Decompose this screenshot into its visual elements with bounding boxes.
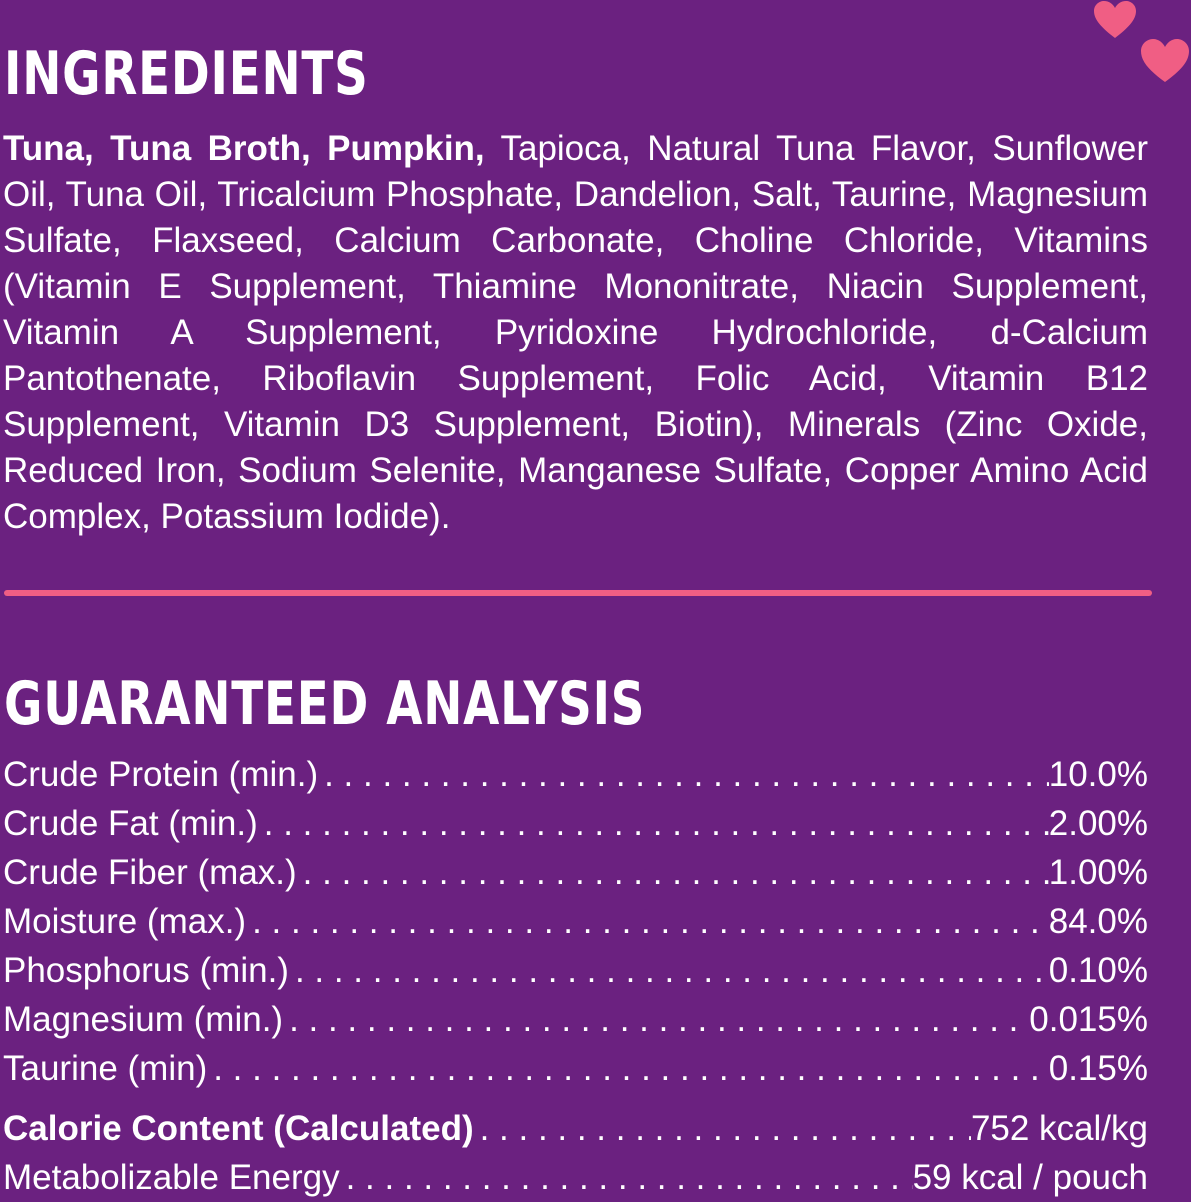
heart-icon [1141, 39, 1189, 82]
analysis-value: 0.015% [1029, 1000, 1148, 1039]
analysis-row: Phosphorus (min.) 0.10% [3, 946, 1148, 995]
calorie-content-value: 752 kcal/kg [970, 1109, 1148, 1148]
dot-leader [258, 799, 1049, 848]
dot-leader [318, 750, 1049, 799]
analysis-row: Moisture (max.) 84.0% [3, 897, 1148, 946]
ingredients-body: Tapioca, Natural Tuna Flavor, Sunflower … [3, 129, 1148, 536]
ingredients-list: Tuna, Tuna Broth, Pumpkin, Tapioca, Natu… [3, 126, 1148, 540]
dot-leader [289, 946, 1049, 995]
analysis-value: 10.0% [1048, 755, 1148, 794]
analysis-value: 2.00% [1048, 804, 1148, 843]
calorie-content-label: Calorie Content (Calculated) [3, 1109, 474, 1148]
metabolizable-energy-value: 59 kcal / pouch [912, 1158, 1148, 1197]
section-divider [4, 590, 1152, 596]
analysis-label: Taurine (min) [3, 1049, 208, 1088]
dot-leader [340, 1153, 913, 1202]
analysis-row: Taurine (min) 0.15% [3, 1044, 1148, 1093]
dot-leader [474, 1104, 971, 1153]
analysis-row: Crude Fat (min.) 2.00% [3, 799, 1148, 848]
analysis-value: 1.00% [1048, 853, 1148, 892]
analysis-label: Crude Protein (min.) [3, 755, 319, 794]
dot-leader [246, 897, 1049, 946]
calorie-content-row: Calorie Content (Calculated) 752 kcal/kg [3, 1104, 1148, 1153]
analysis-label: Magnesium (min.) [3, 1000, 284, 1039]
analysis-value: 84.0% [1048, 902, 1148, 941]
analysis-row: Magnesium (min.) 0.015% [3, 995, 1148, 1044]
analysis-row: Crude Protein (min.) 10.0% [3, 750, 1148, 799]
analysis-heading: GUARANTEED ANALYSIS [4, 669, 646, 739]
analysis-value: 0.15% [1048, 1049, 1148, 1088]
dot-leader [297, 848, 1049, 897]
metabolizable-energy-row: Metabolizable Energy 59 kcal / pouch [3, 1153, 1148, 1202]
ingredients-heading: INGREDIENTS [4, 39, 369, 109]
metabolizable-energy-label: Metabolizable Energy [3, 1158, 340, 1197]
dot-leader [207, 1044, 1049, 1093]
guaranteed-analysis-table: Crude Protein (min.) 10.0% Crude Fat (mi… [3, 750, 1148, 1202]
analysis-label: Moisture (max.) [3, 902, 247, 941]
analysis-label: Phosphorus (min.) [3, 951, 289, 990]
analysis-label: Crude Fat (min.) [3, 804, 258, 843]
ingredients-lead: Tuna, Tuna Broth, Pumpkin, [3, 129, 485, 168]
heart-icon [1094, 1, 1136, 38]
analysis-row: Crude Fiber (max.) 1.00% [3, 848, 1148, 897]
analysis-label: Crude Fiber (max.) [3, 853, 297, 892]
analysis-value: 0.10% [1048, 951, 1148, 990]
dot-leader [283, 995, 1029, 1044]
